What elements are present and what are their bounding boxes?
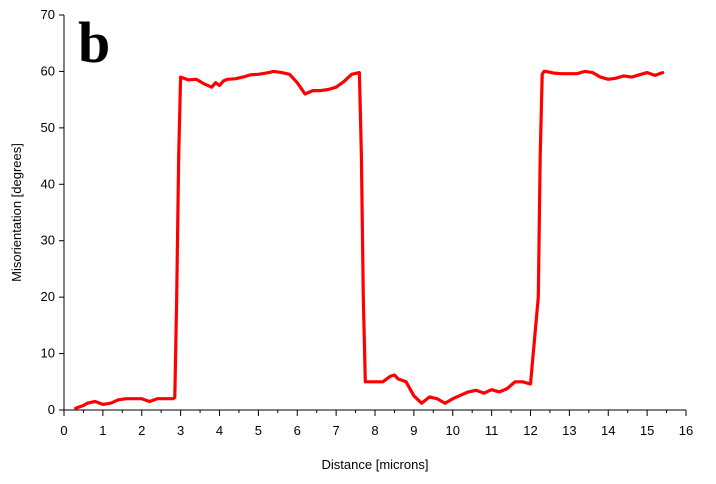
series-layer bbox=[74, 69, 665, 410]
x-tick-label: 9 bbox=[410, 423, 417, 438]
x-tick-label: 13 bbox=[562, 423, 576, 438]
y-tick-label: 10 bbox=[41, 346, 55, 361]
x-tick-label: 7 bbox=[333, 423, 340, 438]
x-tick-label: 0 bbox=[60, 423, 67, 438]
x-tick-label: 3 bbox=[177, 423, 184, 438]
x-tick-label: 15 bbox=[640, 423, 654, 438]
x-tick-label: 4 bbox=[216, 423, 223, 438]
x-tick-label: 6 bbox=[294, 423, 301, 438]
y-tick-label: 70 bbox=[41, 7, 55, 22]
y-tick-label: 60 bbox=[41, 63, 55, 78]
y-tick-label: 0 bbox=[48, 402, 55, 417]
y-tick-label: 30 bbox=[41, 233, 55, 248]
x-tick-label: 11 bbox=[485, 423, 499, 438]
y-tick-label: 50 bbox=[41, 120, 55, 135]
y-tick-label: 40 bbox=[41, 176, 55, 191]
x-tick-label: 16 bbox=[679, 423, 693, 438]
x-tick-label: 14 bbox=[601, 423, 615, 438]
series-line-1 bbox=[74, 69, 665, 410]
x-tick-label: 1 bbox=[99, 423, 106, 438]
x-tick-label: 2 bbox=[138, 423, 145, 438]
x-tick-label: 5 bbox=[255, 423, 262, 438]
x-axis-title: Distance [microns] bbox=[322, 457, 429, 472]
x-tick-label: 8 bbox=[371, 423, 378, 438]
x-tick-label: 10 bbox=[446, 423, 460, 438]
y-tick-label: 20 bbox=[41, 289, 55, 304]
panel-label: b bbox=[78, 10, 110, 75]
x-tick-label: 12 bbox=[523, 423, 537, 438]
y-axis-title: Misorientation [degrees] bbox=[9, 143, 24, 282]
